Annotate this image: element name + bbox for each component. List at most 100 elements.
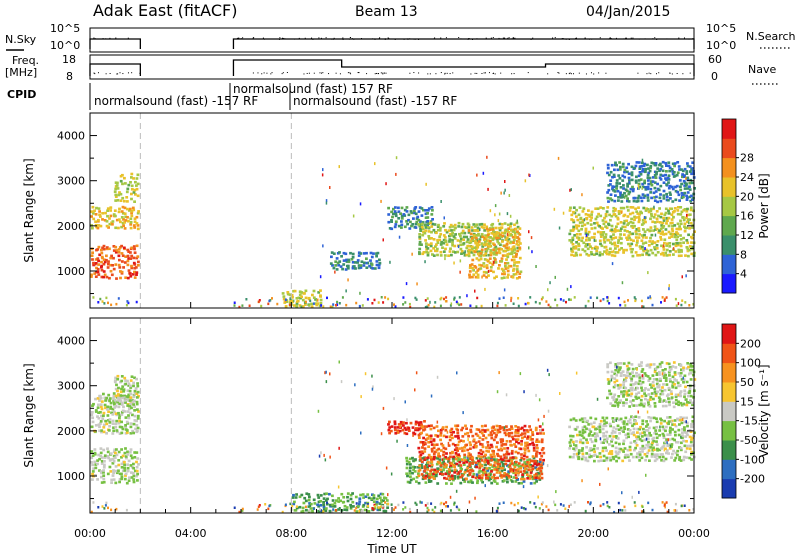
echo-cell: [610, 440, 613, 443]
echo-cell: [91, 463, 95, 467]
echo-cell: [465, 460, 468, 464]
echo-cell: [673, 371, 677, 374]
echo-cell: [647, 401, 650, 404]
echo-cell: [128, 209, 131, 212]
echo-cell: [426, 224, 429, 227]
echo-cell: [667, 397, 670, 400]
echo-cell: [613, 254, 617, 258]
echo-cell: [100, 429, 104, 432]
sparse-echo: [367, 261, 369, 265]
echo-cell: [571, 219, 575, 222]
echo-cell: [640, 211, 643, 215]
echo-cell: [366, 493, 370, 496]
echo-cell: [677, 403, 681, 407]
echo-cell: [619, 417, 623, 421]
cpid-label: CPID: [7, 88, 36, 101]
echo-cell: [634, 441, 638, 445]
echo-cell: [629, 421, 632, 425]
echo-cell: [629, 247, 633, 251]
echo-cell: [499, 466, 503, 470]
sparse-echo: [519, 372, 522, 376]
echo-cell: [311, 509, 314, 513]
echo-cell: [516, 468, 520, 471]
echo-cell: [540, 454, 544, 458]
echo-cell: [515, 221, 519, 225]
echo-cell: [133, 419, 137, 422]
echo-cell: [495, 482, 499, 485]
nsearch-point: [394, 38, 396, 40]
echo-cell: [653, 390, 657, 394]
ground-scatter-cell: [469, 304, 472, 307]
echo-cell: [668, 403, 671, 407]
echo-cell: [482, 468, 485, 472]
echo-cell: [123, 410, 127, 413]
echo-cell: [486, 462, 490, 465]
echo-cell: [620, 237, 623, 240]
echo-cell: [492, 452, 496, 456]
sparse-echo: [322, 244, 324, 248]
echo-cell: [310, 302, 313, 306]
echo-cell: [494, 258, 497, 261]
echo-cell: [606, 378, 610, 381]
echo-cell: [577, 242, 580, 246]
ground-scatter-cell: [510, 501, 513, 505]
echo-cell: [678, 391, 682, 395]
echo-cell: [473, 250, 477, 254]
sparse-echo: [508, 194, 511, 197]
echo-cell: [448, 438, 452, 442]
echo-cell: [471, 475, 475, 479]
echo-cell: [649, 434, 653, 437]
echo-cell: [103, 460, 106, 463]
ground-scatter-cell: [496, 301, 499, 305]
echo-cell: [423, 223, 427, 227]
echo-cell: [634, 446, 637, 450]
echo-cell: [653, 392, 656, 395]
echo-cell: [445, 470, 449, 473]
echo-cell: [642, 249, 646, 253]
echo-cell: [614, 363, 618, 366]
echo-cell: [639, 425, 642, 429]
echo-cell: [390, 210, 393, 214]
echo-cell: [133, 251, 137, 254]
ground-scatter-cell: [233, 506, 236, 509]
echo-cell: [541, 428, 545, 432]
echo-cell: [602, 435, 605, 438]
echo-cell: [459, 469, 462, 473]
echo-cell: [399, 212, 402, 215]
echo-cell: [642, 427, 645, 431]
x-tick-label: 00:00: [74, 527, 106, 540]
ground-scatter-cell: [127, 301, 130, 305]
echo-cell: [114, 387, 118, 391]
echo-cell: [478, 430, 482, 434]
echo-cell: [643, 217, 647, 221]
ground-scatter-cell: [427, 508, 430, 512]
echo-cell: [664, 368, 667, 371]
echo-cell: [429, 221, 432, 225]
echo-cell: [635, 435, 638, 438]
echo-cell: [589, 223, 593, 226]
colorbar-swatch: [722, 420, 736, 441]
echo-cell: [676, 417, 679, 421]
echo-cell: [610, 254, 614, 257]
echo-cell: [133, 270, 136, 274]
echo-cell: [447, 457, 451, 461]
echo-cell: [362, 503, 366, 507]
echo-cell: [97, 411, 100, 414]
echo-cell: [431, 209, 434, 212]
ground-scatter-cell: [621, 509, 624, 512]
echo-cell: [668, 207, 672, 210]
echo-cell: [460, 225, 464, 229]
echo-cell: [676, 171, 680, 174]
colorbar-swatch: [722, 235, 736, 255]
echo-cell: [626, 432, 630, 436]
echo-cell: [442, 460, 445, 464]
ground-scatter-cell: [326, 296, 328, 300]
echo-cell: [393, 426, 397, 429]
echo-cell: [357, 251, 361, 254]
echo-cell: [430, 424, 433, 427]
echo-cell: [133, 456, 137, 459]
echo-cell: [590, 213, 593, 216]
echo-cell: [477, 459, 480, 463]
sparse-echo: [506, 212, 509, 216]
echo-cell: [506, 223, 510, 227]
